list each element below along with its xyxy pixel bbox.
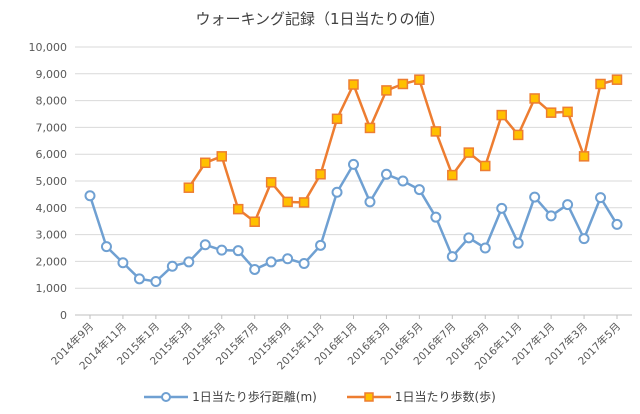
data-point-steps bbox=[298, 197, 310, 208]
data-point-steps bbox=[183, 182, 195, 193]
data-point-distance bbox=[397, 175, 409, 187]
data-point-distance bbox=[364, 196, 376, 208]
data-point-distance bbox=[331, 186, 343, 198]
y-tick-label: 9,000 bbox=[36, 68, 68, 81]
data-point-steps bbox=[562, 106, 573, 118]
data-point-distance bbox=[166, 260, 178, 272]
data-point-steps bbox=[512, 129, 524, 141]
data-point-steps bbox=[216, 151, 227, 162]
data-point-steps bbox=[315, 169, 326, 180]
data-point-steps bbox=[331, 113, 343, 125]
data-point-distance bbox=[413, 184, 425, 196]
y-tick-label: 4,000 bbox=[36, 202, 68, 215]
data-point-distance bbox=[249, 263, 261, 275]
data-point-distance bbox=[199, 239, 211, 251]
data-point-distance bbox=[562, 199, 574, 211]
data-point-steps bbox=[529, 93, 540, 104]
data-point-steps bbox=[414, 74, 425, 85]
y-tick-label: 10,000 bbox=[29, 41, 68, 54]
data-point-distance bbox=[150, 276, 162, 287]
data-point-steps bbox=[578, 151, 590, 162]
data-point-distance bbox=[380, 168, 392, 180]
chart-legend: 1日当たり歩行距離(m) 1日当たり歩数(歩) bbox=[0, 388, 640, 405]
y-tick-label: 2,000 bbox=[36, 255, 68, 268]
data-point-distance bbox=[463, 232, 475, 244]
data-point-steps bbox=[249, 216, 260, 227]
data-point-steps bbox=[265, 177, 277, 188]
y-tick-label: 6,000 bbox=[36, 148, 68, 161]
data-point-distance bbox=[298, 258, 310, 270]
data-point-distance bbox=[529, 191, 541, 203]
data-point-steps bbox=[200, 157, 211, 169]
data-point-steps bbox=[430, 126, 442, 137]
data-point-distance bbox=[348, 158, 359, 170]
data-point-steps bbox=[364, 122, 376, 134]
legend-label-steps: 1日当たり歩数(歩) bbox=[394, 390, 496, 404]
data-point-distance bbox=[430, 211, 442, 223]
legend-swatch-steps bbox=[346, 391, 391, 402]
y-tick-label: 3,000 bbox=[36, 229, 68, 242]
data-point-steps bbox=[381, 85, 392, 96]
legend-item-distance: 1日当たり歩行距離(m) bbox=[144, 388, 317, 405]
data-point-distance bbox=[133, 273, 145, 285]
data-point-distance bbox=[232, 245, 244, 257]
data-point-steps bbox=[282, 196, 293, 208]
data-point-steps bbox=[496, 109, 507, 121]
data-point-distance bbox=[315, 239, 327, 251]
legend-label-distance: 1日当たり歩行距離(m) bbox=[192, 390, 317, 404]
y-tick-label: 7,000 bbox=[36, 121, 68, 134]
data-point-distance bbox=[84, 190, 96, 202]
data-point-distance bbox=[595, 192, 607, 204]
data-point-steps bbox=[545, 107, 557, 118]
data-point-steps bbox=[480, 160, 491, 172]
y-tick-label: 5,000 bbox=[36, 175, 68, 188]
y-tick-label: 1,000 bbox=[36, 282, 68, 295]
data-point-distance bbox=[496, 202, 508, 214]
data-point-steps bbox=[397, 78, 409, 90]
data-point-distance bbox=[282, 253, 294, 265]
data-point-steps bbox=[595, 78, 606, 90]
data-point-distance bbox=[479, 242, 491, 254]
data-point-distance bbox=[512, 237, 524, 249]
data-point-distance bbox=[611, 218, 623, 230]
y-tick-label: 8,000 bbox=[36, 95, 68, 108]
legend-swatch-distance bbox=[144, 391, 189, 402]
data-point-distance bbox=[183, 256, 195, 268]
data-point-steps bbox=[447, 169, 458, 181]
data-point-steps bbox=[232, 203, 244, 215]
chart-title: ウォーキング記録（1日当たりの値） bbox=[195, 10, 445, 28]
data-point-distance bbox=[545, 210, 557, 222]
data-point-distance bbox=[100, 241, 112, 253]
data-point-steps bbox=[348, 79, 359, 90]
data-point-distance bbox=[117, 257, 129, 269]
data-point-distance bbox=[265, 256, 277, 268]
data-point-distance bbox=[578, 233, 590, 245]
data-point-steps bbox=[463, 147, 475, 158]
data-point-steps bbox=[611, 74, 623, 85]
y-tick-label: 0 bbox=[60, 309, 67, 322]
data-point-distance bbox=[216, 244, 228, 256]
legend-item-steps: 1日当たり歩数(歩) bbox=[346, 388, 496, 405]
data-point-distance bbox=[446, 251, 458, 263]
